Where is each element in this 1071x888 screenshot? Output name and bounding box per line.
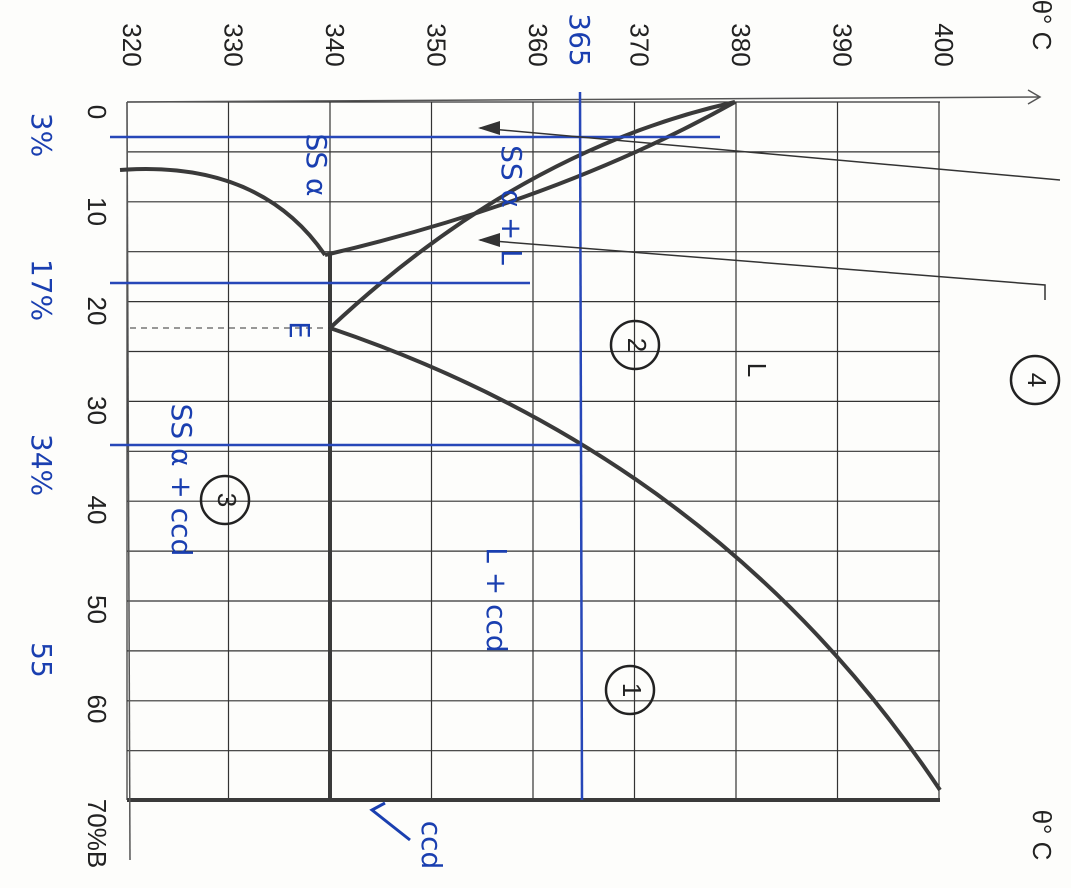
grid [126,101,940,802]
composition-annotation: 3% [25,113,58,157]
region-label: SS α + L [495,145,528,265]
ccd-arrow [369,801,411,842]
composition-tick-label: 30 [82,396,112,425]
composition-annotation: 55 [25,642,58,678]
marker-label: 1 [617,683,647,697]
solvus [119,167,327,257]
marker-label: 4 [1022,373,1052,387]
temperature-tick-label: 360 [523,23,553,66]
temperature-tick-label: 400 [929,23,959,66]
temperature-tick-label: 320 [117,23,147,66]
region-label: L [742,363,772,377]
marker-label: 3 [212,493,242,507]
temperature-tick-label: 330 [219,23,249,66]
region-label: SS α + ccd [165,404,198,557]
composition-annotation: 34% [25,434,58,496]
marker-circle [1009,354,1061,406]
eutectic-label: E [283,321,316,339]
temperature-tick-label: 380 [726,23,756,66]
solidus-alpha [324,100,736,257]
marker-label: 2 [622,338,652,352]
temperature-tick-label: 340 [320,23,350,66]
marker-circle [604,664,656,716]
liquidus-compound [329,326,942,792]
composition-tick-label: 0 [82,105,112,119]
labels: 320 330 340 350 360 370 380 390 400 0 10 20 30 40 50 60… [25,0,1061,870]
temperature-unit: θ° C [1027,810,1057,861]
marker-circle [199,474,251,526]
marker-circle [609,319,661,371]
composition-tick-label: 10 [82,197,112,226]
region-label: SS α [300,134,333,197]
composition-axis [126,101,131,861]
arrow-head [478,233,500,247]
temperature-tick-label: 350 [422,23,452,66]
isotherm-365 [578,91,584,801]
pointer-lines [479,127,1061,300]
region-label: ccd [415,821,448,870]
composition-tick-label: 60 [82,695,112,724]
temperature-axis [126,96,1041,103]
arrow-head [478,121,500,135]
temperature-tick-label: 390 [828,23,858,66]
composition-annotation: 17% [25,259,58,321]
composition-tick-label: 70%B [82,799,112,868]
temperature-tick-label: 370 [625,23,655,66]
axis-arrow [1027,89,1042,105]
composition-tick-label: 50 [82,595,112,624]
composition-tick-label: 40 [82,496,112,525]
region-label: L + ccd [480,547,513,652]
temperature-unit: θ° C [1027,0,1057,50]
composition-tick-label: 20 [82,297,112,326]
selected-temperature: 365 [563,13,596,66]
